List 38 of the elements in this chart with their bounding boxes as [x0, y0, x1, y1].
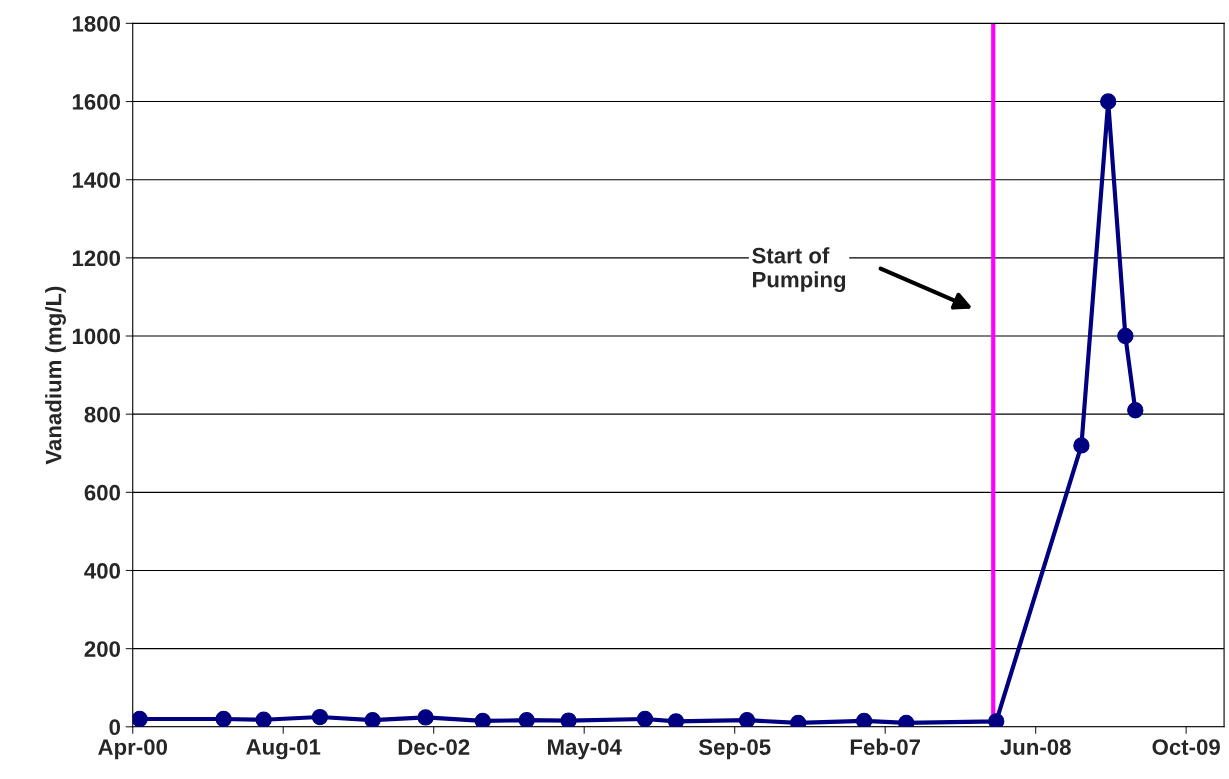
- x-tick-label: Sep-05: [698, 739, 771, 760]
- point: [1127, 402, 1144, 419]
- point: [132, 710, 148, 727]
- y-tick-label: 1000: [72, 328, 121, 345]
- point: [417, 709, 434, 726]
- point: [1117, 327, 1134, 345]
- point: [311, 708, 329, 726]
- x-tick-label: Feb-07: [850, 738, 921, 755]
- y-tick-label: 1800: [72, 15, 121, 32]
- point: [855, 712, 873, 727]
- point: [636, 710, 654, 727]
- y-tick-label: 400: [84, 563, 121, 579]
- y-axis-title: Vanadium (mg/L): [45, 286, 66, 465]
- y-tick-label: 1400: [72, 172, 121, 188]
- annotation: Start of Pumping: [752, 247, 846, 292]
- point: [1073, 437, 1090, 454]
- point: [215, 710, 232, 727]
- y-tick-label: 1600: [72, 94, 121, 110]
- x-tick-label: Aug-01: [246, 739, 321, 760]
- x-tick-label: Dec-02: [398, 739, 470, 755]
- point: [474, 712, 491, 727]
- point: [667, 713, 685, 727]
- point: [988, 713, 1005, 727]
- point: [518, 712, 535, 727]
- x-tick-label: May-04: [548, 739, 622, 760]
- y-tick-label: 1200: [72, 250, 121, 267]
- point: [560, 712, 577, 727]
- x-tick-label: Jun-08: [1000, 739, 1071, 755]
- y-tick-label: 200: [84, 641, 121, 657]
- y-tick-label: 0: [109, 719, 121, 736]
- point: [255, 711, 272, 727]
- x-tick-label: Apr-00: [98, 739, 168, 760]
- point: [364, 712, 381, 727]
- point: [738, 712, 756, 727]
- y-tick-label: 800: [84, 406, 121, 423]
- y-tick-label: 600: [84, 484, 121, 501]
- x-tick-label: Oct-09: [1152, 739, 1220, 755]
- point: [1100, 93, 1117, 110]
